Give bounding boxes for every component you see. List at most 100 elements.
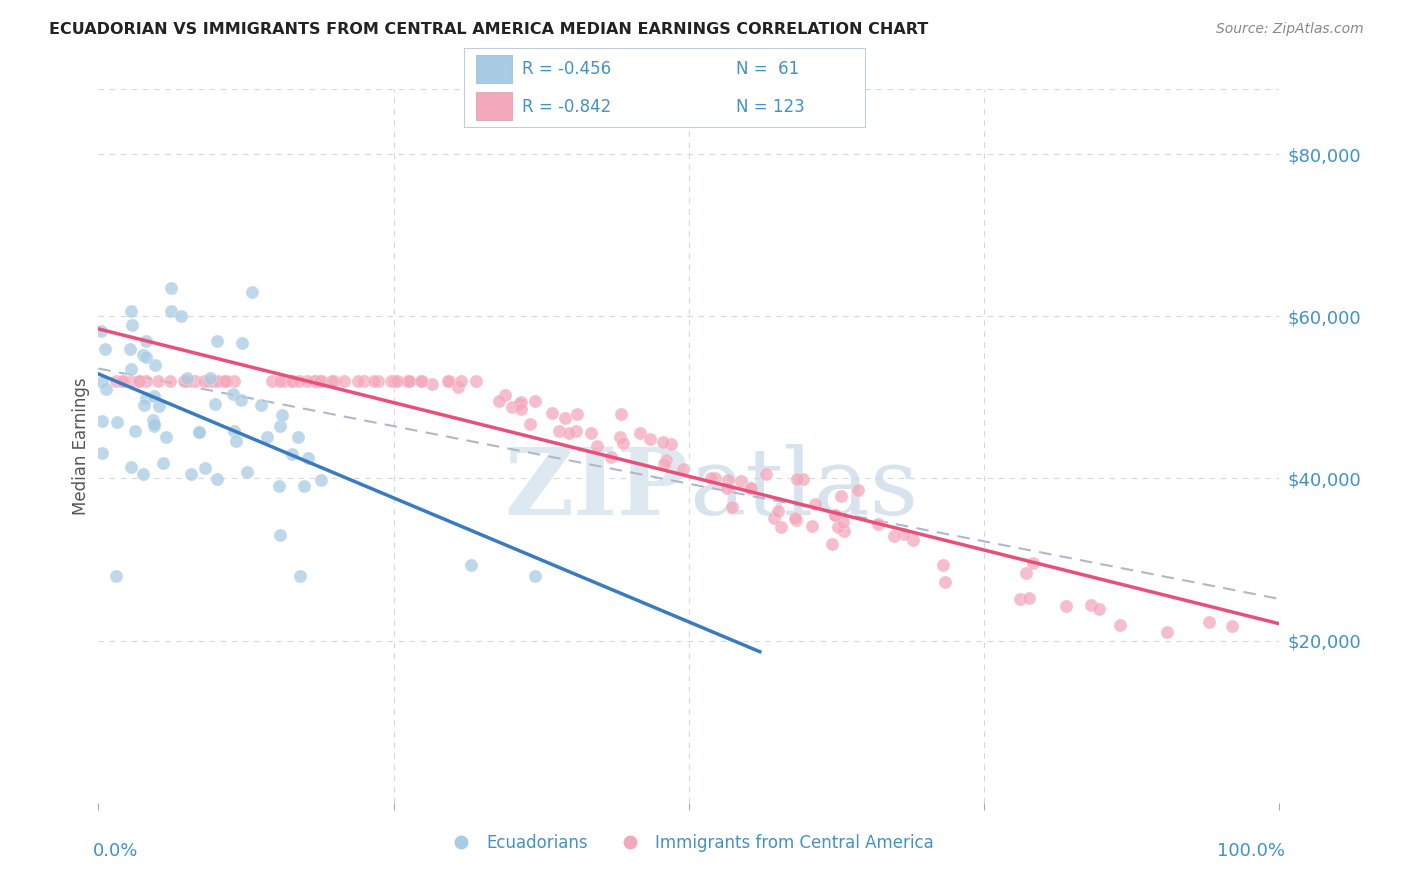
Point: [135, 350, 157, 364]
Point: [197, 374, 219, 388]
Point: [1198, 615, 1220, 629]
FancyBboxPatch shape: [477, 55, 512, 84]
Point: [541, 406, 564, 420]
Point: [207, 374, 229, 388]
Point: [333, 374, 356, 388]
Point: [142, 413, 165, 427]
Point: [236, 465, 259, 479]
Point: [700, 471, 723, 485]
Point: [508, 397, 530, 411]
Point: [612, 435, 634, 450]
Point: [180, 467, 202, 481]
Point: [194, 460, 217, 475]
Point: [610, 408, 633, 422]
Point: [716, 481, 738, 495]
Point: [128, 374, 150, 388]
Point: [256, 430, 278, 444]
Point: [176, 371, 198, 385]
Point: [1080, 598, 1102, 612]
Point: [363, 374, 385, 388]
Point: [883, 528, 905, 542]
Point: [231, 392, 253, 407]
Point: [353, 374, 375, 388]
Point: [91, 414, 114, 428]
Text: atlas: atlas: [689, 444, 918, 533]
Point: [548, 425, 571, 439]
Point: [903, 533, 925, 548]
Point: [411, 374, 433, 388]
Point: [934, 575, 956, 590]
Point: [309, 473, 332, 487]
Point: [105, 568, 128, 582]
Point: [295, 374, 318, 388]
Point: [304, 374, 326, 388]
Point: [120, 342, 142, 356]
Point: [91, 376, 114, 390]
Point: [240, 285, 263, 299]
Text: N =  61: N = 61: [737, 60, 800, 78]
Point: [124, 425, 146, 439]
Point: [450, 374, 472, 388]
Point: [288, 374, 311, 388]
Point: [785, 511, 807, 525]
Point: [222, 387, 245, 401]
Point: [652, 458, 675, 472]
Point: [94, 383, 117, 397]
Point: [267, 479, 290, 493]
Point: [112, 374, 135, 388]
Point: [281, 374, 304, 388]
Point: [398, 374, 420, 388]
Point: [717, 474, 740, 488]
Point: [143, 417, 166, 431]
Point: [135, 334, 157, 348]
Point: [250, 398, 273, 412]
Point: [225, 434, 247, 449]
Point: [460, 558, 482, 573]
Point: [132, 398, 155, 412]
Point: [1156, 624, 1178, 639]
Point: [609, 429, 631, 443]
Point: [188, 425, 211, 439]
Point: [269, 419, 291, 434]
Point: [832, 524, 855, 539]
Point: [763, 510, 786, 524]
Point: [120, 459, 142, 474]
Point: [464, 374, 486, 388]
Point: [792, 472, 814, 486]
Point: [893, 526, 915, 541]
Point: [269, 374, 291, 388]
Point: [651, 435, 673, 450]
Point: [367, 374, 389, 388]
Point: [155, 430, 177, 444]
Point: [766, 504, 789, 518]
Point: [148, 399, 170, 413]
Point: [932, 558, 955, 572]
Point: [198, 371, 221, 385]
Point: [436, 374, 458, 388]
Point: [231, 335, 253, 350]
Point: [260, 374, 283, 388]
Point: [104, 374, 127, 388]
Point: [91, 446, 114, 460]
Point: [222, 424, 245, 438]
Point: [385, 374, 408, 388]
Point: [142, 418, 165, 433]
Point: [205, 334, 228, 348]
Point: [565, 425, 588, 439]
Point: [755, 467, 778, 481]
Point: [1018, 591, 1040, 605]
Point: [567, 407, 589, 421]
Point: [288, 568, 311, 582]
Point: [176, 374, 198, 388]
Point: [1087, 602, 1109, 616]
Text: ZIP: ZIP: [505, 444, 689, 533]
Point: [586, 439, 609, 453]
Point: [730, 474, 752, 488]
Point: [396, 374, 419, 388]
Point: [411, 374, 433, 388]
Point: [188, 425, 211, 439]
Point: [193, 374, 215, 388]
Point: [558, 425, 581, 440]
Point: [494, 388, 516, 402]
Point: [214, 374, 236, 388]
